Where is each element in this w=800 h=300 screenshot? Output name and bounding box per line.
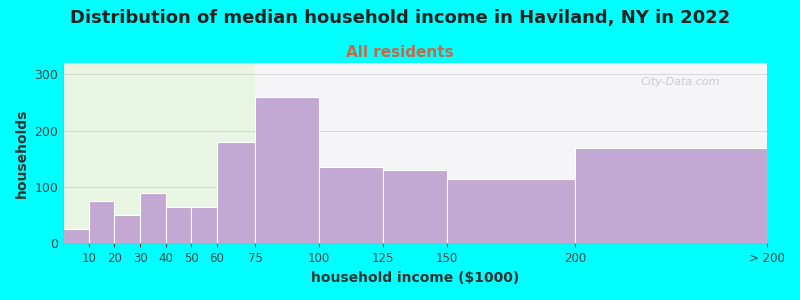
Bar: [383, 170, 447, 243]
Bar: [114, 215, 140, 243]
Text: City-Data.com: City-Data.com: [640, 77, 720, 87]
Text: Distribution of median household income in Haviland, NY in 2022: Distribution of median household income …: [70, 9, 730, 27]
Bar: [319, 167, 383, 243]
Bar: [89, 201, 114, 243]
Bar: [191, 207, 217, 243]
Bar: [255, 63, 767, 243]
Y-axis label: households: households: [15, 109, 29, 198]
Bar: [575, 148, 767, 243]
Bar: [140, 193, 166, 243]
Bar: [63, 229, 89, 243]
Bar: [63, 63, 255, 243]
Bar: [447, 178, 575, 243]
Bar: [255, 97, 319, 243]
Bar: [217, 142, 255, 243]
Text: All residents: All residents: [346, 45, 454, 60]
X-axis label: household income ($1000): household income ($1000): [311, 271, 519, 285]
Bar: [166, 207, 191, 243]
